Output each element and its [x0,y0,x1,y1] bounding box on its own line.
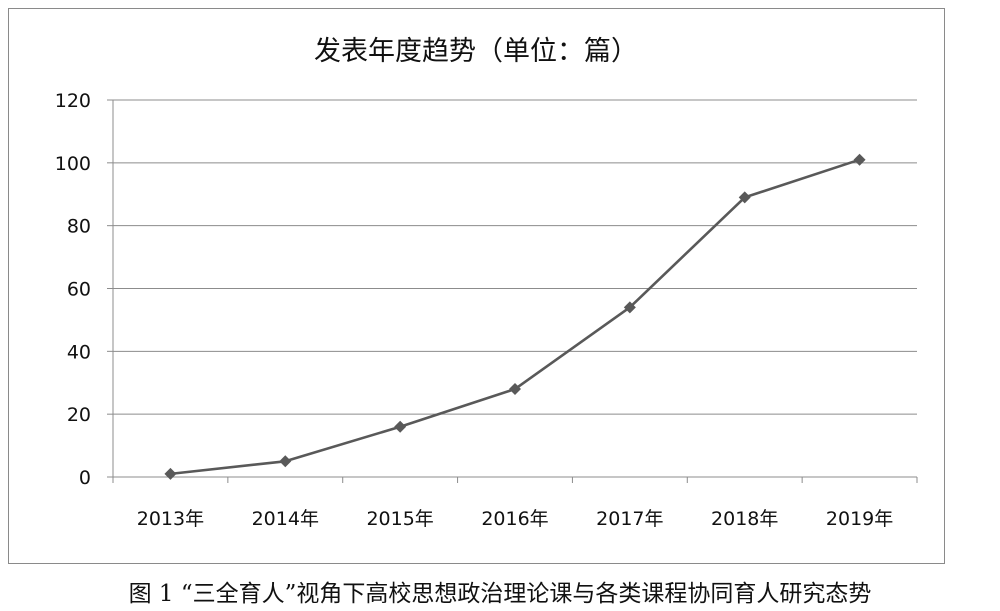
x-tick-label: 2016年 [481,508,548,530]
y-tick-label: 120 [55,90,91,112]
x-tick-label: 2014年 [252,508,319,530]
series-layer [164,153,866,480]
figure-caption: 图 1 “三全育人”视角下高校思想政治理论课与各类课程协同育人研究态势 [128,581,872,607]
x-tick-label: 2019年 [826,508,893,530]
data-point-marker [509,383,521,396]
x-tick-label: 2018年 [711,508,778,530]
y-tick-label: 60 [67,279,91,301]
y-tick-label: 80 [67,216,91,238]
gridlines [113,99,917,415]
axes [107,99,918,483]
data-point-marker [279,455,292,468]
chart-title: 发表年度趋势（单位：篇） [314,36,638,67]
y-tick-label: 40 [67,341,91,363]
x-tick-label: 2017年 [596,508,663,530]
series-line [170,158,860,476]
y-tick-label: 100 [55,153,91,175]
data-point-marker [738,191,751,204]
y-tick-label: 0 [79,467,91,489]
data-point-marker [164,467,177,480]
x-tick-labels: 2013年 2014年 2015年 2016年 2017年 2018年 2019年 [137,508,894,530]
data-point-marker [853,153,866,166]
y-tick-labels: 0 20 40 60 80 100 120 [55,90,91,489]
data-point-marker [623,301,636,314]
x-tick-label: 2015年 [366,508,433,530]
x-tick-label: 2013年 [137,508,204,530]
y-tick-label: 20 [67,404,91,426]
chart-frame [8,8,945,564]
data-point-marker [394,420,407,433]
